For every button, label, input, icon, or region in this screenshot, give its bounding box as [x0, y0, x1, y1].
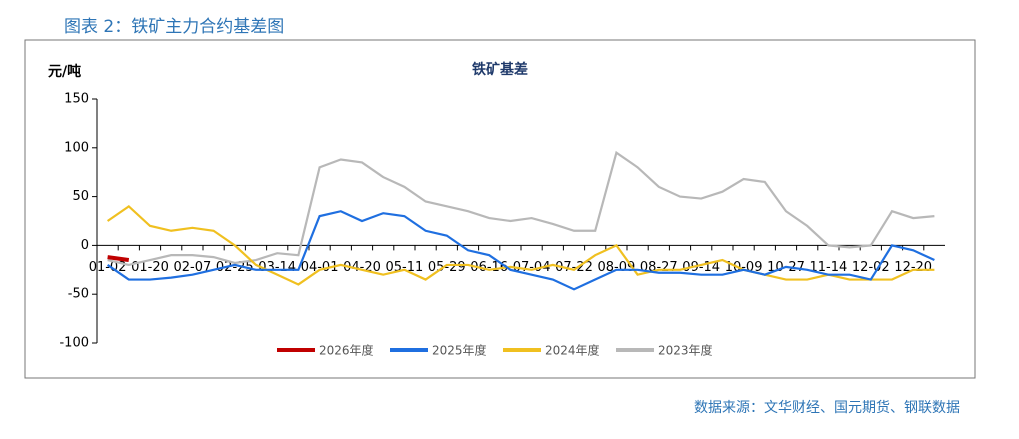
x-tick-label: 04-01 [301, 260, 339, 275]
y-tick-label: 150 [64, 92, 89, 107]
y-tick-label: 100 [64, 140, 89, 155]
y-tick-label: -50 [68, 287, 89, 302]
x-tick-label: 12-20 [894, 260, 932, 275]
y-tick-label: 50 [72, 189, 89, 204]
x-tick-label: 08-09 [598, 260, 636, 275]
legend-label: 2024年度 [545, 343, 600, 358]
chart-title: 铁矿基差 [472, 61, 528, 78]
legend-label: 2023年度 [658, 343, 713, 358]
series-line [106, 204, 935, 286]
page-title: 图表 2：铁矿主力合约基差图 [64, 17, 284, 37]
x-tick-label: 02-25 [216, 260, 254, 275]
source: 数据来源：文华财经、国元期货、钢联数据 [694, 399, 960, 416]
chart-frame [24, 39, 976, 379]
y-axis-label: 元/吨 [48, 63, 81, 80]
x-tick-label: 11-14 [810, 260, 848, 275]
series-line [107, 255, 130, 263]
x-tick-label: 05-29 [428, 260, 466, 275]
legend-label: 2025年度 [432, 343, 487, 358]
x-tick-label: 06-16 [470, 260, 508, 275]
x-tick-label: 12-02 [852, 260, 890, 275]
y-tick-label: -100 [59, 336, 89, 351]
x-tick-label: 02-07 [174, 260, 212, 275]
y-tick-label: 0 [81, 238, 89, 253]
x-tick-label: 07-04 [513, 260, 551, 275]
x-tick-label: 01-20 [131, 260, 169, 275]
legend-label: 2026年度 [319, 343, 374, 358]
series-line [106, 210, 935, 291]
series-line [107, 150, 935, 267]
